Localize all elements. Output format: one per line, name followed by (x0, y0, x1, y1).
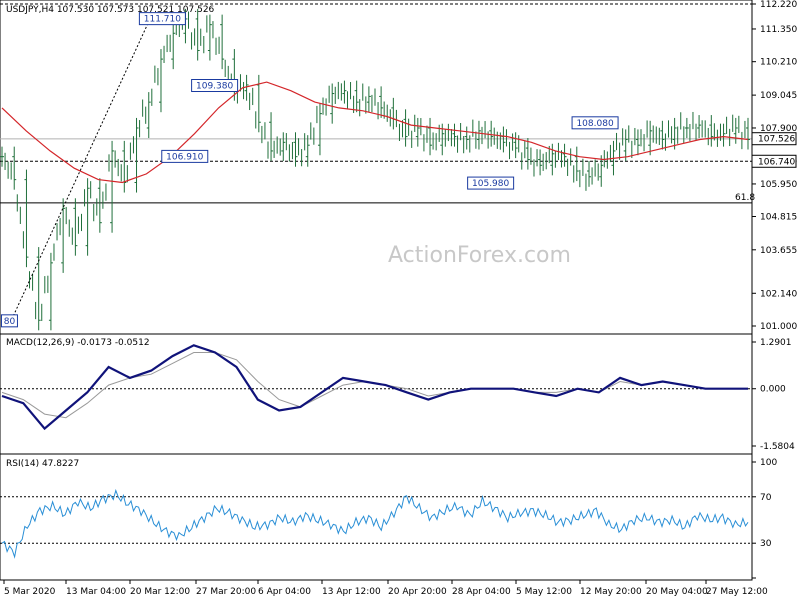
x-tick-label: 27 May 12:00 (706, 587, 768, 597)
current-price-label: 107.526 (758, 135, 795, 145)
price-tick-label: 101.000 (760, 322, 797, 332)
level-box (751, 154, 797, 168)
annotation-label: 106.910 (166, 152, 203, 162)
axis-layer: 112.220 111.350 110.210 109.045 107.900 106.7… (3, 0, 797, 597)
annotation-label: 105.980 (472, 179, 509, 189)
macd-line (1, 344, 748, 431)
price-tick-label: 111.350 (760, 25, 797, 35)
macd-panel-title: MACD(12,26,9) -0.0173 -0.0512 (6, 338, 150, 348)
macd-tick-label: 0.000 (760, 385, 786, 395)
rsi-panel-title: RSI(14) 47.8227 (6, 459, 79, 469)
x-tick-label: 27 Mar 20:00 (196, 587, 256, 597)
x-tick-label: 28 Apr 04:00 (452, 587, 511, 597)
annotation-box (138, 12, 186, 26)
price-tick-label: 112.220 (760, 0, 797, 10)
price-panel-title: USDJPY,H4 107.530 107.573 107.521 107.52… (6, 5, 215, 15)
price-panel-frame (0, 0, 753, 335)
rsi-tick-label: 70 (760, 493, 772, 503)
annotation-box (571, 116, 619, 130)
hline-label-3: 61.8 (735, 193, 755, 203)
x-tick-label: 6 Apr 04:00 (258, 587, 311, 597)
watermark: ActionForex.com (388, 243, 571, 268)
x-tick-label: 20 May 04:00 (646, 587, 708, 597)
x-tick-label: 20 Mar 12:00 (130, 587, 190, 597)
x-tick-label: 12 May 20:00 (580, 587, 642, 597)
macd-signal-line (1, 352, 748, 419)
price-tick-label: 102.140 (760, 289, 797, 299)
annotation-box (0, 314, 18, 328)
macd-layer (0, 344, 752, 431)
rsi-tick-label: 100 (760, 458, 777, 468)
trend-line (9, 18, 151, 324)
macd-panel-frame (0, 333, 753, 455)
annotation-label: 111.710 (144, 15, 181, 25)
price-tick-label: 104.815 (760, 213, 797, 223)
x-tick-label: 5 May 12:00 (516, 587, 572, 597)
price-tick-label: 110.210 (760, 58, 797, 68)
macd-tick-label: 1.2901 (760, 338, 792, 348)
macd-tick-label: -1.5804 (760, 442, 795, 452)
price-layer: 61.8 111.710 109.380 106.910 105.980 108.080 8… (0, 3, 755, 331)
x-tick-label: 5 Mar 2020 (4, 587, 56, 597)
x-tick-label: 13 Apr 12:00 (322, 587, 381, 597)
level-label: 106.740 (758, 157, 795, 167)
rsi-line (1, 488, 749, 559)
price-tick-label: 103.655 (760, 246, 797, 256)
x-tick-label: 13 Mar 04:00 (66, 587, 126, 597)
annotation-label: 108.080 (576, 119, 613, 129)
rsi-layer (0, 488, 752, 559)
x-tick-label: 20 Apr 20:00 (388, 587, 447, 597)
price-tick-label: 107.900 (760, 124, 797, 134)
annotation-box (467, 176, 515, 190)
price-tick-label: 109.045 (760, 91, 797, 101)
annotation-label: 109.380 (196, 82, 233, 92)
annotation-box (191, 79, 239, 93)
current-price-box (751, 132, 797, 146)
price-tick-label: 105.950 (760, 180, 797, 190)
rsi-tick-label: 30 (760, 539, 772, 549)
rsi-panel-frame (0, 453, 753, 581)
annotation-label: 80 (4, 317, 16, 327)
moving-average-line (1, 81, 749, 184)
annotation-box (161, 149, 209, 163)
